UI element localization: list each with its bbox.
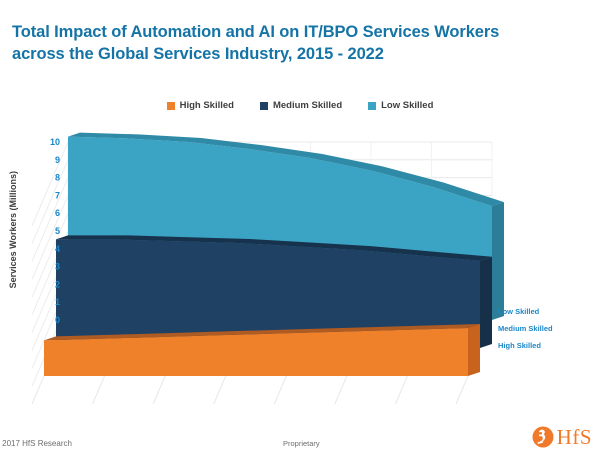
series-end-labels: Low Skilled Medium Skilled High Skilled [498,307,553,350]
y-axis-title: Services Workers (Millions) [8,170,18,289]
hfs-logo-text: HfS [556,424,592,449]
y-axis-tick-label: 3 [55,262,60,272]
legend-item-low-skilled[interactable]: Low Skilled [368,100,433,111]
hfs-logo-icon [532,426,554,448]
y-axis-tick-label: 10 [50,137,60,147]
y-axis-tick-label: 8 [55,173,60,183]
y-axis-tick-label: 4 [55,244,60,254]
slide-footer: © 2017 HfS Research Proprietary HfS [0,418,600,460]
legend-item-medium-skilled[interactable]: Medium Skilled [259,100,343,111]
y-axis-tick-label: 1 [55,297,60,307]
footer-copyright: © 2017 HfS Research [0,439,72,448]
y-axis-tick-label: 6 [55,208,60,218]
y-axis-tick-label: 5 [55,226,60,236]
hfs-logo: HfS [532,426,592,448]
y-axis-tick-label: 0 [55,315,60,325]
footer-proprietary: Proprietary [283,439,320,448]
y-axis-tick-label: 7 [55,190,60,200]
legend-swatch-icon [259,101,268,110]
y-axis-tick-label: 9 [55,155,60,165]
legend-item-high-skilled[interactable]: High Skilled [166,100,234,111]
legend-label: Medium Skilled [272,100,343,111]
series-end-label: High Skilled [498,341,541,350]
chart-series-ribbons [44,132,504,376]
legend-label: Low Skilled [381,100,434,111]
page-title: Total Impact of Automation and AI on IT/… [12,22,588,66]
title-line-1: Total Impact of Automation and AI on IT/… [12,23,500,41]
legend-swatch-icon [166,101,175,110]
title-line-2: across the Global Services Industry, 201… [12,44,384,63]
chart-legend: High Skilled Medium Skilled Low Skilled [0,100,600,111]
legend-label: High Skilled [179,100,234,111]
series-end-label: Medium Skilled [498,324,553,333]
legend-swatch-icon [368,101,377,110]
y-axis-tick-label: 2 [55,279,60,289]
series-end-label: Low Skilled [498,307,540,316]
